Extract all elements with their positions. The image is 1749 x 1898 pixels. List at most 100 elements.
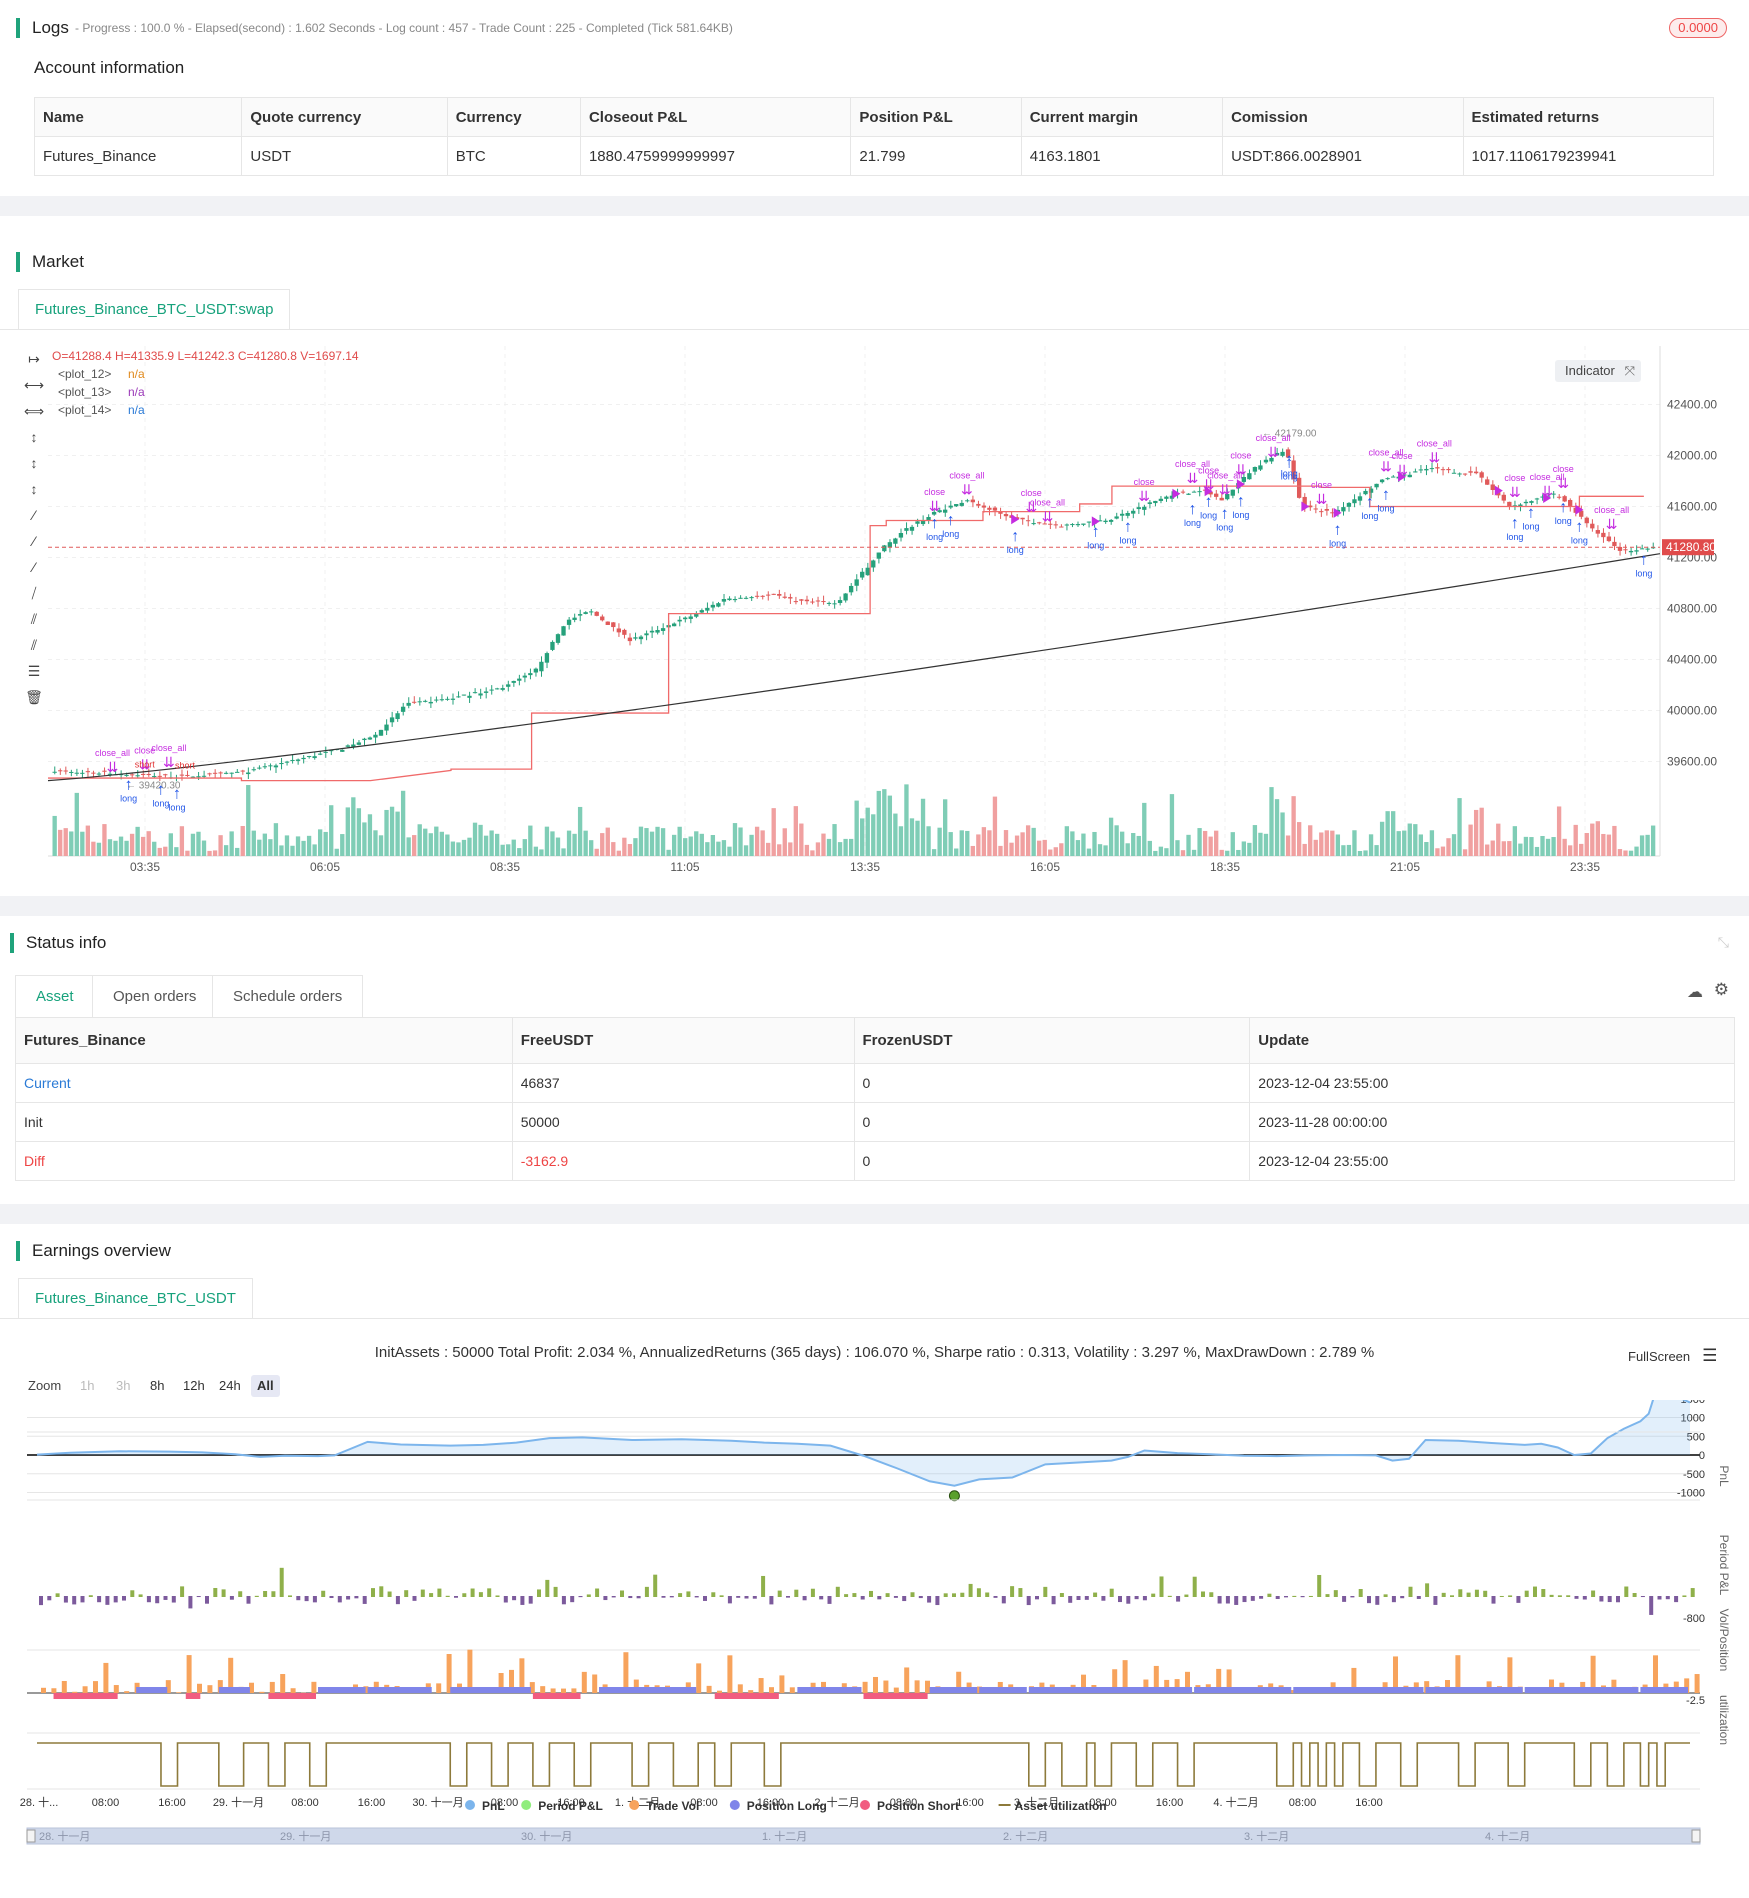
- candlestick-chart[interactable]: 42400.0042000.0041600.0041200.0040800.00…: [0, 336, 1749, 896]
- trade-vol-bar: [633, 1679, 639, 1693]
- volume-bar: [1540, 836, 1545, 856]
- tab-asset[interactable]: Asset: [15, 975, 95, 1017]
- period-pnl-bar: [395, 1596, 400, 1605]
- volume-bar: [273, 823, 279, 856]
- volume-bar: [140, 836, 146, 856]
- position-bar: [1640, 1687, 1688, 1693]
- account-table: Name Quote currency Currency Closeout P&L Po…: [33, 97, 1714, 176]
- candle-body: [434, 699, 439, 701]
- trade-vol-bar: [363, 1686, 369, 1693]
- axis-title: Vol/Position: [1717, 1609, 1731, 1672]
- trade-vol-bar: [1393, 1656, 1398, 1693]
- candle-body: [1534, 498, 1540, 500]
- drawing-tool-icon: ⫽: [30, 611, 38, 627]
- candle-body: [1031, 523, 1036, 525]
- period-pnl-bar: [1358, 1589, 1363, 1597]
- volume-bar: [1214, 830, 1219, 856]
- close-arrow-icon: ⇊: [1235, 462, 1247, 478]
- account-header: Comission: [1222, 97, 1464, 137]
- signal-triangle: [1204, 486, 1213, 497]
- asset-row-label: Init: [15, 1102, 513, 1142]
- zoom-12h[interactable]: 12h: [183, 1378, 205, 1393]
- period-pnl-bar: [238, 1591, 243, 1597]
- volume-bar: [1180, 850, 1186, 856]
- short-label: short: [175, 761, 196, 771]
- zoom-8h[interactable]: 8h: [150, 1378, 165, 1393]
- indicator-button[interactable]: Indicator ⤧: [1555, 360, 1641, 382]
- period-pnl-bar: [1640, 1596, 1645, 1598]
- candle-body: [644, 633, 649, 636]
- period-pnl-bar: [80, 1596, 85, 1603]
- low-price-label: ← 39420.30: [126, 780, 181, 791]
- candle-body: [815, 600, 821, 602]
- drawing-tool-icon: ⟷: [24, 377, 44, 393]
- period-pnl-bar: [105, 1596, 110, 1605]
- candle-body: [1440, 469, 1446, 471]
- candle-body: [406, 702, 411, 706]
- tab-open-orders[interactable]: Open orders: [92, 975, 218, 1017]
- collapse-icon[interactable]: ⤡: [1717, 934, 1729, 950]
- fullscreen-button[interactable]: FullScreen ☰: [1628, 1346, 1717, 1366]
- volume-bar: [1363, 850, 1368, 856]
- trade-vol-bar: [956, 1671, 962, 1693]
- period-pnl-bar: [1657, 1596, 1662, 1600]
- volume-bar: [74, 792, 79, 856]
- volume-bar: [937, 827, 942, 856]
- position-bar: [268, 1693, 317, 1699]
- volume-bar: [848, 838, 854, 856]
- candle-body: [1562, 496, 1567, 502]
- candle-body: [1308, 505, 1313, 508]
- account-header: Estimated returns: [1462, 97, 1714, 137]
- signal-triangle: [1398, 471, 1407, 482]
- candle-body: [622, 629, 627, 635]
- zoom-1h[interactable]: 1h: [80, 1378, 95, 1393]
- account-header: Currency: [446, 97, 581, 137]
- period-pnl-bar: [852, 1593, 857, 1597]
- last-price-label: 41280.80: [1666, 540, 1716, 554]
- period-pnl-bar: [387, 1591, 392, 1597]
- candle-body: [1059, 526, 1064, 528]
- candle-body: [428, 701, 433, 704]
- trade-vol-bar: [540, 1686, 546, 1693]
- volume-bar: [926, 826, 931, 856]
- volume-bar: [400, 790, 406, 856]
- period-pnl-bar: [512, 1596, 517, 1601]
- navigator-bar[interactable]: [26, 1827, 1701, 1845]
- period-pnl-bar: [1466, 1592, 1471, 1597]
- gear-icon[interactable]: ⚙: [1713, 980, 1729, 999]
- asset-row-label: Current: [15, 1063, 513, 1103]
- moving-average-line: [47, 553, 1661, 782]
- time-tick-label: 2. 十二月: [814, 1795, 859, 1809]
- tab-schedule-orders[interactable]: Schedule orders: [212, 975, 364, 1017]
- navigator-label: 3. 十二月: [1244, 1829, 1289, 1843]
- candle-body: [1485, 479, 1490, 485]
- candle-body: [904, 528, 909, 531]
- position-bar: [1293, 1687, 1424, 1693]
- candle-body: [1617, 546, 1623, 551]
- volume-bar: [1479, 807, 1484, 856]
- volume-bar: [1634, 846, 1639, 856]
- volume-bar: [826, 838, 832, 856]
- close-arrow-icon: ⇊: [929, 498, 941, 514]
- navigator-left-handle[interactable]: [26, 1829, 36, 1843]
- market-symbol-tab[interactable]: Futures_Binance_BTC_USDT:swap: [18, 289, 291, 329]
- earnings-title: Earnings overview: [16, 1241, 171, 1261]
- close-label: close_all: [949, 470, 984, 480]
- navigator-right-handle[interactable]: [1691, 1829, 1701, 1843]
- zoom-24h[interactable]: 24h: [219, 1378, 241, 1393]
- candle-body: [96, 773, 102, 775]
- zoom-all[interactable]: All: [251, 1375, 280, 1397]
- asset-utilization-line: [37, 1742, 1690, 1787]
- asset-row-label: Diff: [15, 1141, 513, 1181]
- zoom-3h[interactable]: 3h: [116, 1378, 131, 1393]
- cloud-icon[interactable]: ☁: [1687, 984, 1703, 1001]
- x-tick-label: 21:05: [1390, 860, 1420, 874]
- position-bar: [185, 1693, 201, 1699]
- trade-vol-bar: [1653, 1655, 1658, 1693]
- candle-body: [1330, 512, 1335, 514]
- candle-body: [102, 770, 107, 772]
- close-label: close: [134, 746, 155, 756]
- earnings-symbol-tab[interactable]: Futures_Binance_BTC_USDT: [18, 1278, 253, 1318]
- volume-bar: [467, 837, 472, 856]
